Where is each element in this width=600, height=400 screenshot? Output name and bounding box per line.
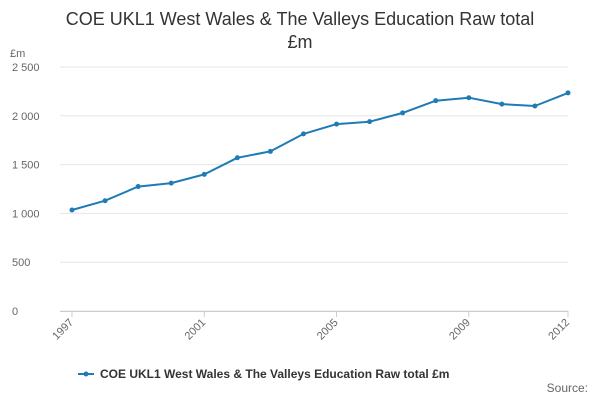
y-tick-label: 500 [12,257,30,269]
data-point [267,148,273,154]
series-line [71,91,569,211]
data-point [69,207,75,213]
data-point [466,95,472,101]
x-tick-label: 2012 [546,317,572,343]
data-point [102,198,108,204]
data-point [367,119,373,125]
data-point [135,184,141,190]
data-point [168,180,174,186]
data-point [565,90,571,96]
data-point [499,101,505,107]
data-point [334,121,340,127]
legend-label: COE UKL1 West Wales & The Valleys Educat… [100,367,449,381]
data-point [532,103,538,109]
y-tick-label: 2 000 [12,111,40,123]
y-tick-label: 2 500 [12,62,40,74]
x-tick-label: 2009 [447,317,473,343]
legend-swatch-marker [83,371,89,377]
source-label: Source: [546,381,588,395]
y-tick-label: 1 500 [12,160,40,172]
chart-title-line-2: £m [287,32,313,52]
x-tick-label: 2005 [315,317,341,343]
x-tick-label: 2001 [183,317,209,343]
data-point [433,98,439,104]
data-point [400,110,406,116]
chart-title-line-1: COE UKL1 West Wales & The Valleys Educat… [65,9,535,29]
chart-title: COE UKL1 West Wales & The Valleys Educat… [0,8,600,54]
y-axis-label: £m [10,48,25,60]
x-tick-label: 1997 [50,317,76,343]
y-tick-label: 0 [12,306,18,318]
data-point [201,171,207,177]
data-point [234,155,240,161]
y-tick-label: 1 000 [12,208,40,220]
data-point [300,131,306,137]
